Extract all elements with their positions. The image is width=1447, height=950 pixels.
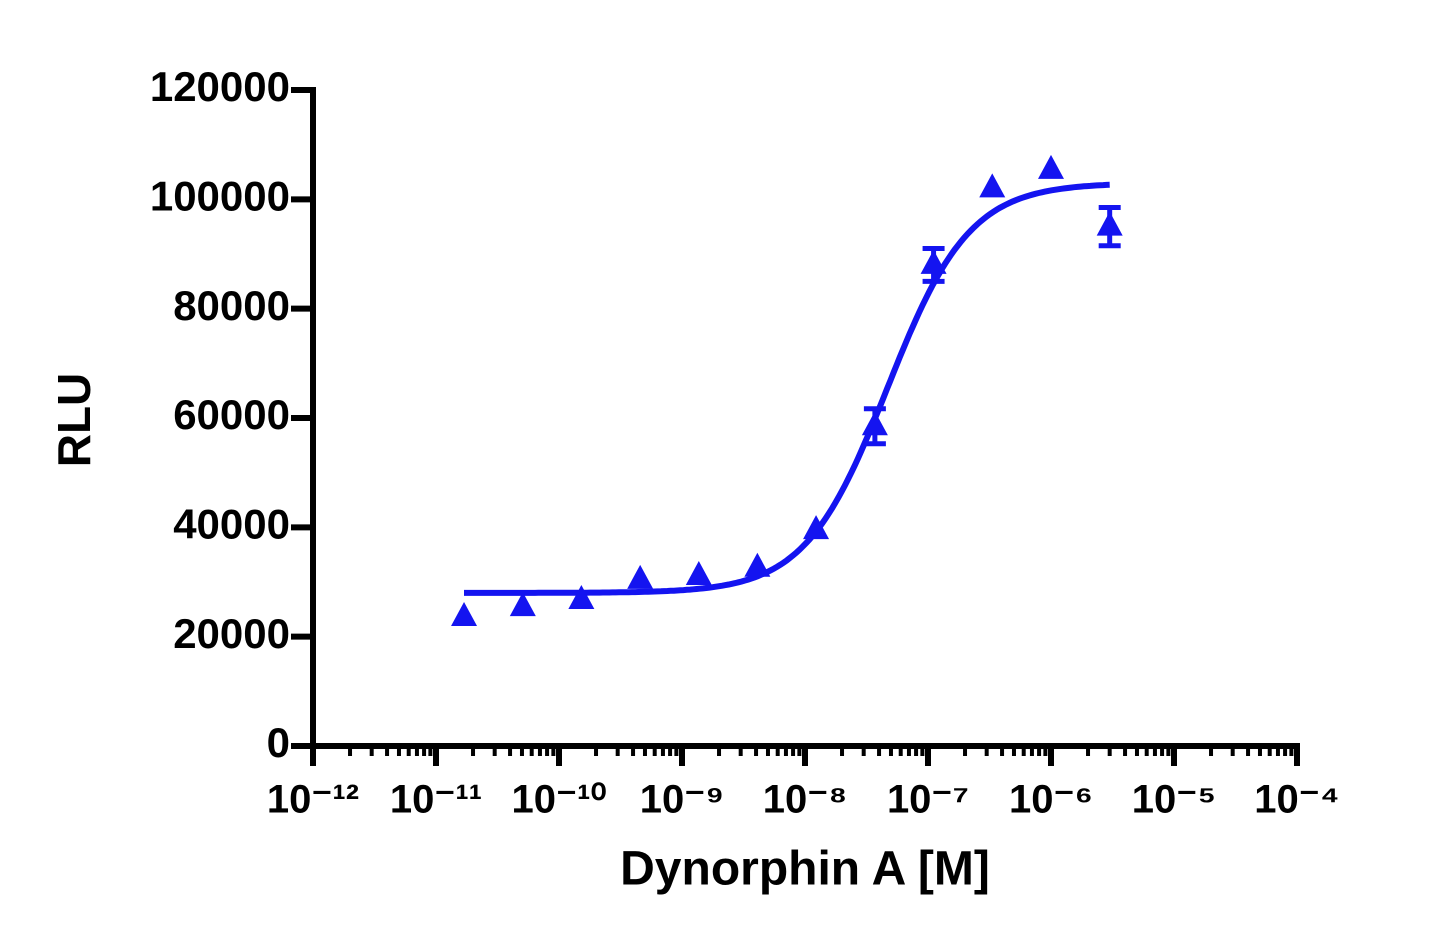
data-point [744, 552, 771, 577]
y-tick-label: 20000 [173, 610, 290, 657]
fit-curve [464, 181, 1110, 596]
x-tick-label: 10⁻¹¹ [390, 778, 482, 822]
data-point [861, 411, 888, 436]
x-tick-label: 10⁻⁹ [640, 778, 725, 822]
data-point [568, 585, 595, 610]
y-tick-label: 100000 [150, 172, 290, 219]
y-tick-label: 60000 [173, 391, 290, 438]
data-point [920, 249, 947, 274]
x-tick-label: 10⁻⁶ [1009, 778, 1093, 822]
x-tick-label: 10⁻⁷ [887, 778, 969, 822]
data-point [451, 601, 478, 626]
x-axis-label: Dynorphin A [M] [620, 843, 990, 896]
x-tick-label: 10⁻⁸ [763, 778, 848, 822]
y-tick-label: 40000 [173, 500, 290, 547]
data-point [685, 560, 712, 585]
x-tick-label: 10⁻¹² [267, 778, 359, 822]
data-point [509, 592, 536, 617]
data-point [1038, 154, 1064, 179]
x-tick-label: 10⁻⁴ [1254, 778, 1339, 822]
data-point [1096, 211, 1123, 236]
x-tick-label: 10⁻¹⁰ [512, 778, 607, 822]
y-axis-label: RLU [48, 373, 100, 468]
y-tick-label: 0 [267, 719, 290, 766]
data-point [979, 173, 1006, 198]
y-tick-label: 80000 [173, 282, 290, 329]
x-tick-label: 10⁻⁵ [1132, 778, 1216, 822]
y-tick-label: 120000 [150, 63, 290, 110]
data-point [803, 515, 830, 540]
data-point [627, 564, 654, 589]
